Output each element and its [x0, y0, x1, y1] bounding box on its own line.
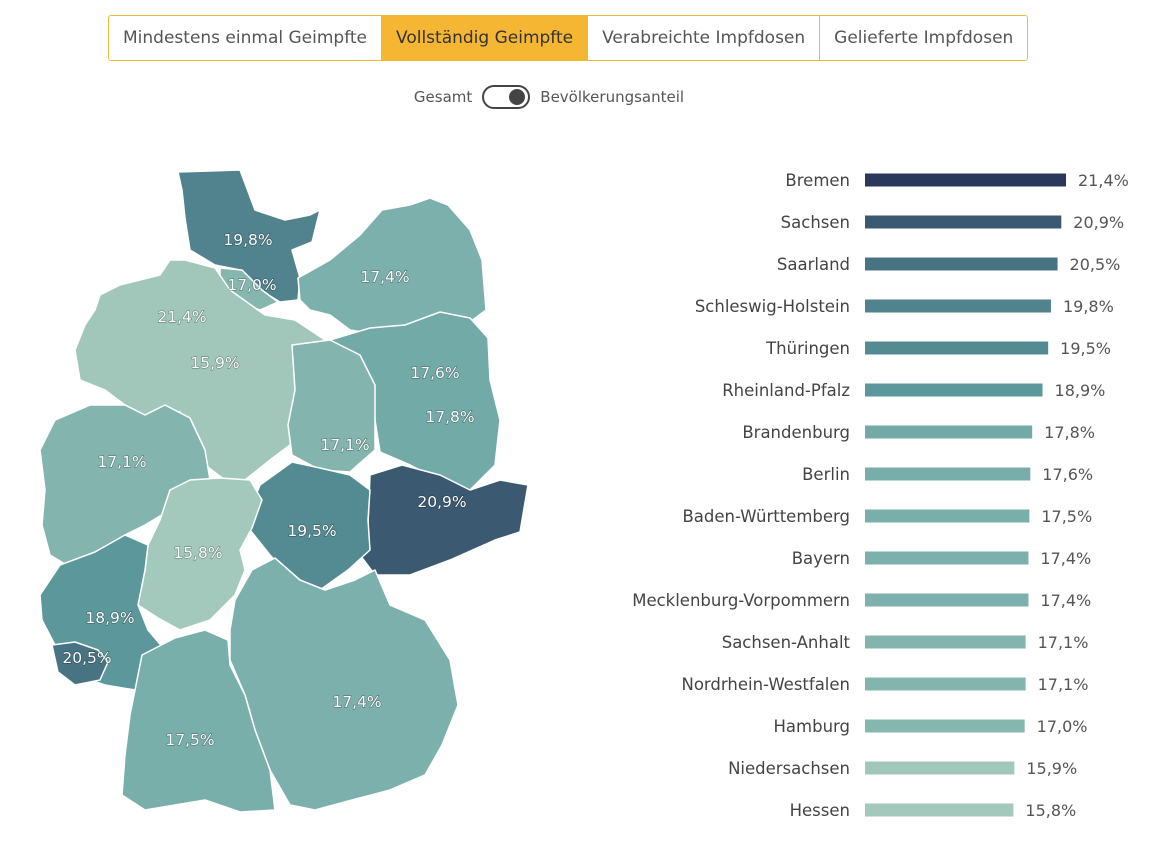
- bar-bremen[interactable]: [865, 173, 1066, 187]
- map-label-niedersachsen: 15,9%: [190, 354, 239, 372]
- bar-category-label: Schleswig-Holstein: [695, 297, 850, 316]
- bar-brandenburg[interactable]: [865, 425, 1033, 439]
- bar-sachsen-anhalt[interactable]: [865, 635, 1026, 649]
- bar-category-label: Hessen: [790, 801, 850, 820]
- map-label-sachsen-anhalt: 17,1%: [320, 436, 369, 454]
- bar-value-label: 17,8%: [1044, 423, 1095, 442]
- bar-value-label: 17,1%: [1038, 675, 1089, 694]
- display-mode-switch[interactable]: [482, 85, 531, 109]
- bar-category-label: Brandenburg: [742, 423, 850, 442]
- bar-value-label: 15,9%: [1026, 759, 1077, 778]
- germany-choropleth-map: 19,8% 17,4% 17,0% 21,4% 15,9% 17,6% 17,8% 17,1%…: [39, 169, 529, 813]
- toggle-label-gesamt: Gesamt: [413, 88, 473, 106]
- map-label-nordrhein-westfalen: 17,1%: [97, 453, 146, 471]
- map-label-hamburg: 17,0%: [227, 276, 276, 294]
- map-label-rheinland-pfalz: 18,9%: [85, 609, 134, 627]
- map-region-sachsen-anhalt[interactable]: [287, 339, 376, 473]
- bar-thueringen[interactable]: [865, 341, 1049, 355]
- bar-hessen[interactable]: [865, 803, 1014, 817]
- map-region-baden-wuerttemberg[interactable]: [121, 629, 276, 813]
- bar-category-label: Sachsen-Anhalt: [722, 633, 851, 652]
- tab-mindestens-einmal-geimpfte[interactable]: Mindestens einmal Geimpfte: [109, 16, 383, 60]
- bar-berlin[interactable]: [865, 467, 1031, 481]
- bar-category-label: Sachsen: [781, 213, 850, 232]
- bar-category-label: Baden-Württemberg: [682, 507, 850, 526]
- bar-hamburg[interactable]: [865, 719, 1025, 733]
- bar-niedersachsen[interactable]: [865, 761, 1015, 775]
- bar-value-label: 21,4%: [1078, 171, 1129, 190]
- bar-bayern[interactable]: [865, 551, 1029, 565]
- map-label-bremen: 21,4%: [157, 308, 206, 326]
- toggle-label-bevoelkerungsanteil: Bevölkerungsanteil: [540, 88, 685, 106]
- bar-value-label: 17,4%: [1040, 591, 1091, 610]
- bar-value-label: 19,5%: [1060, 339, 1111, 358]
- map-label-hessen: 15,8%: [173, 544, 222, 562]
- bar-baden-wuerttemberg[interactable]: [865, 509, 1030, 523]
- bar-rheinland-pfalz[interactable]: [865, 383, 1043, 397]
- bar-nordrhein-westfalen[interactable]: [865, 677, 1026, 691]
- bar-value-label: 17,6%: [1042, 465, 1093, 484]
- bar-value-label: 17,4%: [1040, 549, 1091, 568]
- bar-category-label: Hamburg: [774, 717, 851, 736]
- tab-vollstaendig-geimpfte[interactable]: Vollständig Geimpfte: [382, 16, 589, 60]
- map-label-schleswig-holstein: 19,8%: [223, 231, 272, 249]
- tab-verabreichte-impfdosen[interactable]: Verabreichte Impfdosen: [588, 16, 821, 60]
- bar-value-label: 15,8%: [1025, 801, 1076, 820]
- map-label-sachsen: 20,9%: [417, 493, 466, 511]
- map-label-saarland: 20,5%: [62, 649, 111, 667]
- map-region-saarland[interactable]: [51, 641, 109, 686]
- bar-value-label: 20,5%: [1070, 255, 1121, 274]
- bar-sachsen[interactable]: [865, 215, 1062, 229]
- bar-value-label: 18,9%: [1055, 381, 1106, 400]
- map-label-bayern: 17,4%: [332, 693, 381, 711]
- bar-value-label: 20,9%: [1073, 213, 1124, 232]
- map-label-baden-wuerttemberg: 17,5%: [165, 731, 214, 749]
- map-label-mecklenburg-vorpommern: 17,4%: [360, 268, 409, 286]
- map-region-sachsen[interactable]: [359, 464, 529, 576]
- bar-category-label: Bayern: [792, 549, 850, 568]
- bar-category-label: Saarland: [777, 255, 850, 274]
- bar-category-label: Niedersachsen: [728, 759, 850, 778]
- display-mode-toggle-row: Gesamt Bevölkerungsanteil: [0, 85, 1098, 109]
- state-bar-chart: Bremen 21,4% Sachsen 20,9% Saarland 20,5% Schl…: [632, 171, 1129, 820]
- map-region-mecklenburg-vorpommern[interactable]: [297, 197, 487, 336]
- map-region-thueringen[interactable]: [249, 461, 371, 591]
- map-label-brandenburg: 17,8%: [425, 408, 474, 426]
- bar-value-label: 17,1%: [1038, 633, 1089, 652]
- bar-category-label: Rheinland-Pfalz: [722, 381, 850, 400]
- bar-schleswig-holstein[interactable]: [865, 299, 1051, 313]
- map-label-thueringen: 19,5%: [287, 522, 336, 540]
- bar-mecklenburg-vorpommern[interactable]: [865, 593, 1029, 607]
- tab-gelieferte-impfdosen[interactable]: Gelieferte Impfdosen: [820, 16, 1028, 60]
- bar-category-label: Mecklenburg-Vorpommern: [632, 591, 850, 610]
- bar-category-label: Thüringen: [765, 339, 850, 358]
- switch-knob: [509, 89, 526, 105]
- bar-value-label: 19,8%: [1063, 297, 1114, 316]
- bar-value-label: 17,5%: [1041, 507, 1092, 526]
- map-label-berlin: 17,6%: [410, 364, 459, 382]
- bar-saarland[interactable]: [865, 257, 1058, 271]
- bar-category-label: Berlin: [802, 465, 850, 484]
- bar-category-label: Bremen: [785, 171, 850, 190]
- bar-value-label: 17,0%: [1037, 717, 1088, 736]
- metric-tabs: Mindestens einmal Geimpfte Vollständig G…: [108, 15, 1029, 61]
- bar-category-label: Nordrhein-Westfalen: [681, 675, 850, 694]
